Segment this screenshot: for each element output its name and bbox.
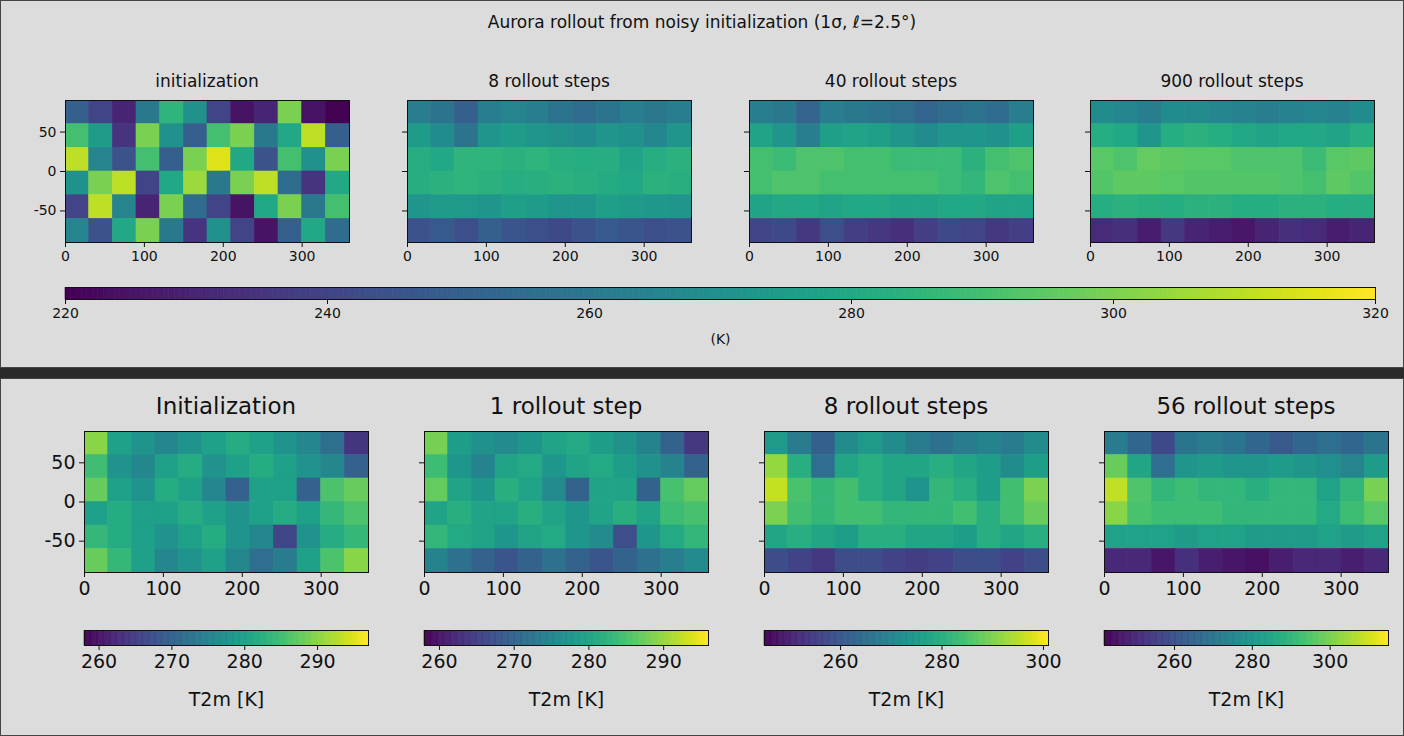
svg-text:T2m [K]: T2m [K]: [1208, 688, 1285, 710]
svg-text:0: 0: [78, 577, 90, 599]
svg-text:260: 260: [576, 305, 603, 321]
svg-text:0: 0: [745, 248, 754, 264]
svg-text:200: 200: [564, 577, 600, 599]
html-text:Aurora rollout from noisy init: Aurora rollout from noisy initialization…: [487, 12, 917, 32]
svg-text:0: 0: [61, 248, 70, 264]
svg-text:50: 50: [39, 124, 57, 140]
svg-text:300: 300: [1100, 305, 1127, 321]
svg-text:100: 100: [1165, 577, 1201, 599]
svg-text:200: 200: [1235, 248, 1262, 264]
svg-text:100: 100: [145, 577, 181, 599]
svg-text:100: 100: [485, 577, 521, 599]
svg-text:100: 100: [825, 577, 861, 599]
svg-text:100: 100: [1156, 248, 1183, 264]
svg-text:300: 300: [1312, 650, 1348, 672]
html-text:8 rollout steps: 8 rollout steps: [823, 393, 989, 419]
svg-text:200: 200: [224, 577, 260, 599]
svg-text:300: 300: [303, 577, 339, 599]
svg-text:290: 290: [646, 650, 682, 672]
svg-text:T2m [K]: T2m [K]: [188, 688, 265, 710]
svg-text:300: 300: [1314, 248, 1341, 264]
svg-text:300: 300: [1323, 577, 1359, 599]
svg-text:0: 0: [403, 248, 412, 264]
html-text:initialization: initialization: [155, 71, 259, 91]
svg-text:0: 0: [418, 577, 430, 599]
svg-text:280: 280: [924, 650, 960, 672]
svg-text:100: 100: [131, 248, 158, 264]
svg-text:200: 200: [1244, 577, 1280, 599]
svg-text:100: 100: [815, 248, 842, 264]
svg-text:200: 200: [210, 248, 237, 264]
svg-text:200: 200: [894, 248, 921, 264]
svg-text:T2m [K]: T2m [K]: [868, 688, 945, 710]
svg-text:300: 300: [983, 577, 1019, 599]
svg-text:0: 0: [1086, 248, 1095, 264]
svg-text:260: 260: [1156, 650, 1192, 672]
svg-text:280: 280: [227, 650, 263, 672]
svg-text:0: 0: [48, 163, 57, 179]
svg-text:T2m [K]: T2m [K]: [528, 688, 605, 710]
svg-text:-50: -50: [44, 529, 75, 551]
svg-text:200: 200: [552, 248, 579, 264]
svg-text:280: 280: [838, 305, 865, 321]
html-text:56 rollout steps: 56 rollout steps: [1156, 393, 1336, 419]
svg-text:260: 260: [421, 650, 457, 672]
svg-text:270: 270: [154, 650, 190, 672]
html-text:8 rollout steps: 8 rollout steps: [488, 71, 610, 91]
html-text:1 rollout step: 1 rollout step: [489, 393, 643, 419]
svg-text:0: 0: [758, 577, 770, 599]
svg-text:280: 280: [571, 650, 607, 672]
svg-text:320: 320: [1362, 305, 1389, 321]
svg-text:0: 0: [63, 490, 75, 512]
svg-text:300: 300: [289, 248, 316, 264]
html-text:900 rollout steps: 900 rollout steps: [1160, 71, 1304, 91]
svg-text:300: 300: [631, 248, 658, 264]
svg-text:260: 260: [81, 650, 117, 672]
svg-text:(K): (K): [710, 331, 730, 347]
svg-text:290: 290: [299, 650, 335, 672]
svg-text:50: 50: [51, 451, 75, 473]
svg-text:100: 100: [473, 248, 500, 264]
svg-text:0: 0: [1098, 577, 1110, 599]
svg-text:220: 220: [52, 305, 79, 321]
svg-text:300: 300: [1025, 650, 1061, 672]
html-text:40 rollout steps: 40 rollout steps: [824, 71, 958, 91]
svg-text:280: 280: [1234, 650, 1270, 672]
html-text:Initialization: Initialization: [155, 393, 297, 419]
svg-text:260: 260: [822, 650, 858, 672]
svg-text:300: 300: [643, 577, 679, 599]
svg-text:240: 240: [314, 305, 341, 321]
svg-text:-50: -50: [34, 202, 57, 218]
svg-text:300: 300: [973, 248, 1000, 264]
svg-text:200: 200: [904, 577, 940, 599]
svg-text:270: 270: [496, 650, 532, 672]
